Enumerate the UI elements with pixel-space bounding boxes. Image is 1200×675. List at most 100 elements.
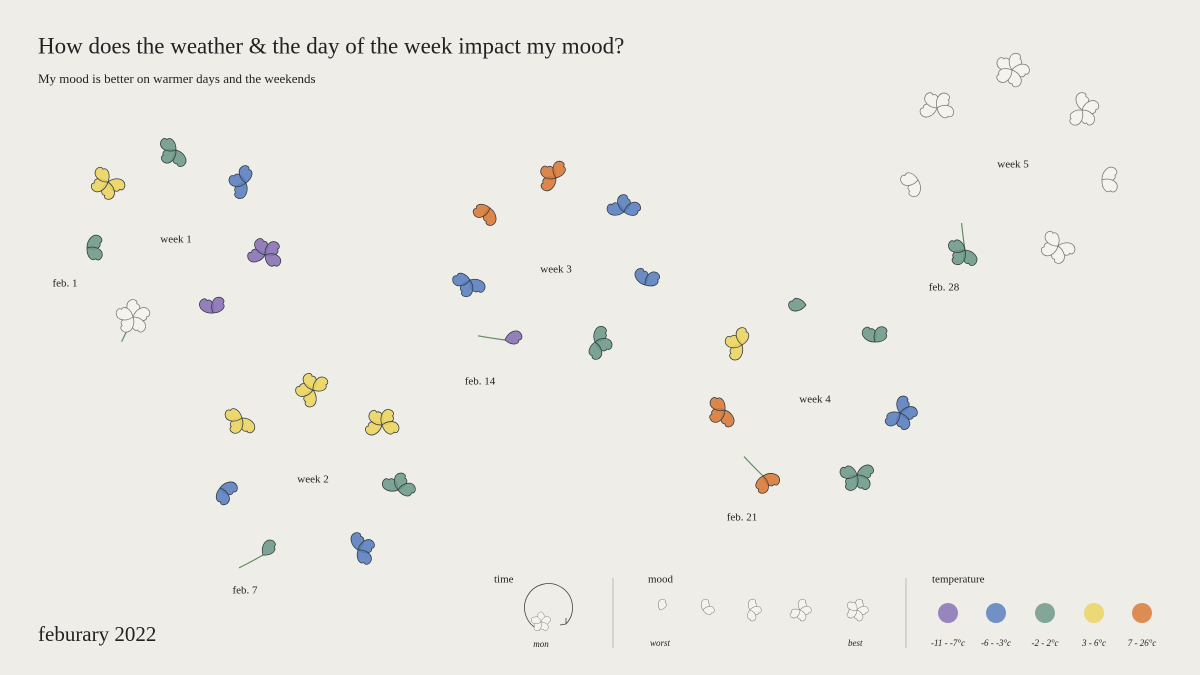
title: How does the weather & the day of the we… xyxy=(38,33,624,58)
flower xyxy=(365,409,400,436)
petal xyxy=(658,598,667,611)
flower xyxy=(295,372,329,408)
flower xyxy=(115,299,151,342)
flower xyxy=(238,539,276,569)
flower xyxy=(540,160,566,192)
flower xyxy=(350,532,375,565)
flower xyxy=(846,598,869,622)
flower xyxy=(199,296,225,314)
temperature-label: -11 - -7°c xyxy=(931,638,965,648)
petal xyxy=(356,549,372,565)
temperature-swatch xyxy=(938,603,958,623)
flower xyxy=(948,222,978,266)
subtitle: My mood is better on warmer days and the… xyxy=(38,71,316,86)
flower xyxy=(478,330,523,345)
flower xyxy=(215,481,238,506)
flower xyxy=(724,327,750,361)
legend-mood-title: mood xyxy=(648,574,674,586)
petal xyxy=(1069,109,1084,126)
petal xyxy=(211,296,225,314)
petal xyxy=(397,482,416,497)
petal xyxy=(735,327,750,346)
petal xyxy=(900,172,919,186)
flower xyxy=(531,611,551,631)
petal xyxy=(702,606,715,615)
petal xyxy=(709,397,726,411)
date-label: feb. 14 xyxy=(465,376,496,388)
petal xyxy=(1101,178,1118,193)
temperature-swatch xyxy=(1035,603,1055,623)
petal xyxy=(996,68,1013,83)
petal xyxy=(644,271,661,287)
petal xyxy=(747,609,757,622)
petal xyxy=(160,138,177,152)
petal xyxy=(381,421,400,435)
petal xyxy=(755,475,769,494)
petal xyxy=(472,203,491,218)
petal xyxy=(847,601,858,611)
petal xyxy=(86,246,103,261)
stem xyxy=(238,554,264,569)
flower xyxy=(472,203,497,226)
petal xyxy=(452,272,471,287)
flower xyxy=(900,172,921,198)
week-label: week 1 xyxy=(160,234,191,246)
date-label: feb. 21 xyxy=(727,512,758,524)
petal xyxy=(936,104,955,119)
legend-worst: worst xyxy=(650,638,671,648)
flower xyxy=(634,268,661,287)
legend-best: best xyxy=(848,638,863,648)
flower xyxy=(996,52,1030,88)
flower xyxy=(1040,230,1076,264)
petal xyxy=(504,330,523,345)
legend-temperature-title: temperature xyxy=(932,574,985,586)
petal xyxy=(238,165,253,184)
time-arrow xyxy=(559,618,567,626)
petal xyxy=(215,487,230,506)
date-label: feb. 7 xyxy=(232,585,258,597)
temperature-swatch xyxy=(1132,603,1152,623)
footer: feburary 2022 xyxy=(38,622,156,646)
temperature-swatch xyxy=(986,603,1006,623)
flower xyxy=(919,92,955,119)
time-arc xyxy=(524,583,573,631)
legend-time-label: mon xyxy=(533,639,549,649)
flower xyxy=(382,472,416,497)
flower xyxy=(743,456,781,494)
temperature-swatch xyxy=(1084,603,1104,623)
petal xyxy=(115,307,134,321)
flower xyxy=(588,326,613,360)
stem xyxy=(743,456,764,477)
petal xyxy=(312,376,329,392)
flower xyxy=(86,234,103,261)
flower xyxy=(90,166,126,200)
flower xyxy=(701,598,715,615)
petal xyxy=(884,411,901,427)
petal xyxy=(1044,230,1060,247)
flower xyxy=(788,297,807,312)
petal xyxy=(839,465,858,479)
petal xyxy=(588,341,603,360)
petal xyxy=(623,201,642,216)
flower xyxy=(160,138,187,167)
date-label: feb. 1 xyxy=(52,278,77,290)
temperature-label: 7 - 26°c xyxy=(1128,638,1157,648)
flower xyxy=(747,598,762,622)
flower xyxy=(1069,92,1100,126)
petal xyxy=(531,616,542,624)
petal xyxy=(94,166,110,183)
week-label: week 4 xyxy=(799,394,831,406)
petal xyxy=(264,253,282,267)
petal xyxy=(552,160,566,179)
flower xyxy=(1101,166,1118,193)
week-label: week 3 xyxy=(540,264,572,276)
flower xyxy=(861,326,888,343)
flower xyxy=(228,165,253,199)
flower xyxy=(658,598,667,611)
flower xyxy=(884,395,918,431)
stem xyxy=(478,335,506,341)
flower xyxy=(606,194,642,216)
petal xyxy=(261,539,276,556)
